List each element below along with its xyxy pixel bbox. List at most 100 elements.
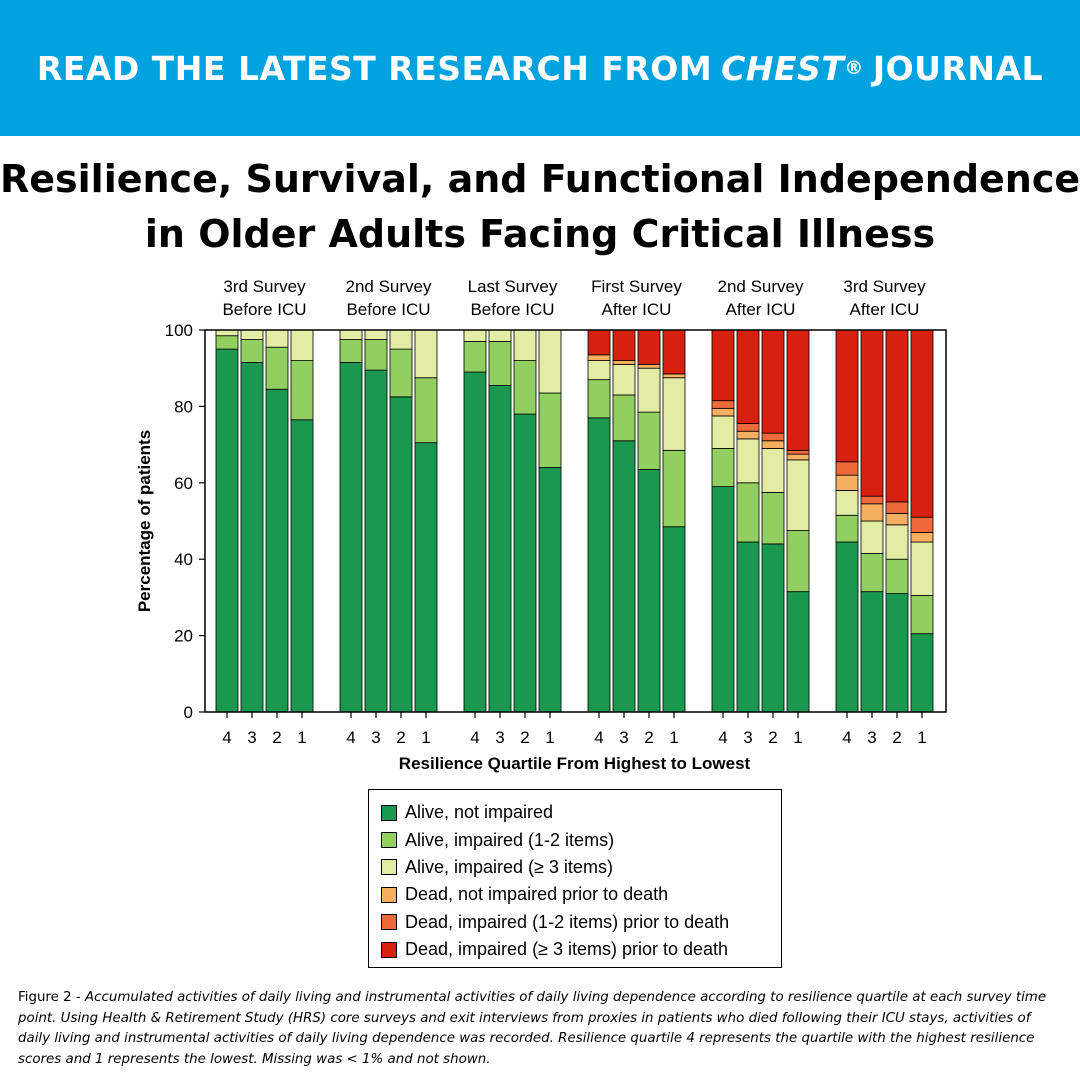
group-label: First Survey — [591, 277, 682, 296]
bar-segment — [786, 530, 810, 593]
legend-label: Alive, impaired (≥ 3 items) — [405, 856, 613, 877]
bar-segment — [885, 501, 909, 514]
x-tick-label: 3 — [247, 728, 256, 747]
legend-label: Alive, impaired (1-2 items) — [405, 829, 615, 850]
x-tick-label: 2 — [768, 728, 777, 747]
x-tick-label: 4 — [222, 728, 231, 747]
chart-legend: Alive, not impaired Alive, impaired (1-2 … — [368, 789, 782, 968]
x-tick-label: 1 — [793, 728, 802, 747]
bar-segment — [910, 516, 934, 533]
bar-segment — [215, 348, 239, 713]
bar-segment — [463, 341, 487, 373]
x-tick-label: 3 — [371, 728, 380, 747]
registered-mark: ® — [844, 57, 864, 79]
bar-segment — [786, 459, 810, 531]
bar-segment — [488, 341, 512, 386]
bar-segment — [339, 329, 363, 340]
bar-segment — [711, 400, 735, 409]
caption-text: Accumulated activities of daily living a… — [18, 990, 1047, 1067]
bar-segment — [662, 329, 686, 375]
x-tick-label: 4 — [842, 728, 851, 747]
banner-prefix: READ THE LATEST RESEARCH FROM — [36, 48, 713, 88]
bar-segment — [885, 329, 909, 503]
bar-segment — [860, 503, 884, 522]
bar-segment — [662, 526, 686, 713]
legend-swatch — [381, 859, 397, 876]
x-axis-label: Resilience Quartile From Highest to Lowe… — [399, 754, 751, 773]
bar-segment — [637, 469, 661, 713]
legend-item: Dead, impaired (1-2 items) prior to deat… — [381, 909, 781, 936]
bar-segment — [835, 514, 859, 543]
bar-segment — [265, 388, 289, 713]
bar-segment — [389, 329, 413, 350]
bar-segment — [885, 558, 909, 594]
bar-segment — [637, 367, 661, 413]
x-tick-label: 1 — [669, 728, 678, 747]
group-label: After ICU — [726, 300, 796, 319]
bar-segment — [736, 541, 760, 713]
y-tick-label: 20 — [174, 627, 193, 646]
bar-segment — [736, 482, 760, 543]
x-tick-label: 3 — [619, 728, 628, 747]
legend-swatch — [381, 804, 397, 821]
legend-item: Dead, impaired (≥ 3 items) prior to deat… — [381, 936, 781, 963]
bar-segment — [910, 541, 934, 596]
x-tick-label: 1 — [421, 728, 430, 747]
bar-segment — [860, 495, 884, 505]
bar-segment — [835, 461, 859, 476]
legend-item: Alive, impaired (≥ 3 items) — [381, 854, 781, 881]
bar-segment — [761, 329, 785, 434]
bar-segment — [513, 413, 537, 713]
group-label: Before ICU — [470, 300, 554, 319]
bar-segment — [612, 363, 636, 396]
bar-segment — [265, 329, 289, 348]
y-tick-label: 40 — [174, 550, 193, 569]
x-tick-label: 2 — [520, 728, 529, 747]
legend-swatch — [381, 914, 397, 931]
bar-segment — [587, 329, 611, 356]
y-tick-label: 60 — [174, 474, 193, 493]
bar-segment — [736, 329, 760, 424]
bar-segment — [364, 369, 388, 713]
x-tick-label: 3 — [743, 728, 752, 747]
bar-segment — [290, 419, 314, 713]
legend-label: Dead, impaired (1-2 items) prior to deat… — [405, 911, 730, 932]
x-tick-label: 4 — [346, 728, 355, 747]
legend-swatch — [381, 886, 397, 903]
legend-label: Dead, not impaired prior to death — [405, 884, 669, 905]
group-label: After ICU — [602, 300, 672, 319]
bar-segment — [910, 329, 934, 518]
x-tick-label: 2 — [644, 728, 653, 747]
group-label: Before ICU — [222, 300, 306, 319]
bar-segment — [711, 329, 735, 402]
bar-segment — [364, 339, 388, 371]
banner-suffix: JOURNAL — [872, 48, 1044, 88]
bar-segment — [786, 591, 810, 713]
bar-segment — [885, 512, 909, 526]
x-tick-label: 2 — [396, 728, 405, 747]
bar-segment — [488, 384, 512, 713]
bar-segment — [835, 490, 859, 516]
y-tick-label: 80 — [174, 397, 193, 416]
bar-segment — [513, 360, 537, 415]
bar-segment — [463, 329, 487, 342]
bar-segment — [240, 329, 264, 340]
x-tick-label: 4 — [718, 728, 727, 747]
legend-label: Dead, impaired (≥ 3 items) prior to deat… — [405, 939, 729, 960]
y-tick-label: 0 — [184, 703, 193, 722]
bar-segment — [414, 377, 438, 444]
bar-segment — [761, 448, 785, 493]
bar-segment — [860, 591, 884, 713]
bar-segment — [612, 440, 636, 713]
bar-segment — [835, 474, 859, 491]
article-title: Resilience, Survival, and Functional Ind… — [0, 152, 1080, 262]
bar-segment — [339, 339, 363, 363]
bar-segment — [265, 346, 289, 390]
bar-segment — [736, 438, 760, 484]
bar-segment — [538, 329, 562, 394]
bar-segment — [761, 432, 785, 442]
bar-segment — [339, 362, 363, 713]
bar-segment — [538, 467, 562, 713]
bar-segment — [612, 394, 636, 442]
